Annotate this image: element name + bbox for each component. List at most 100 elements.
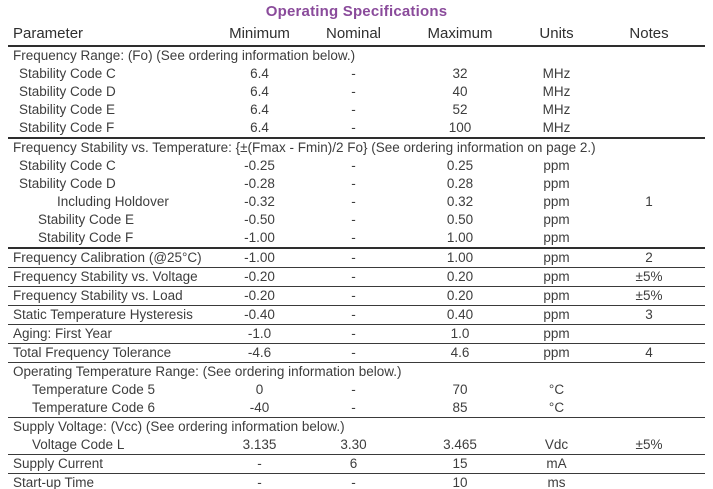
nom-cell: 6: [349, 456, 358, 471]
max-cell: 1.00: [446, 250, 474, 265]
spec-row: Stability Code D -0.28-0.28 ppm: [8, 175, 705, 193]
notes-cell: [593, 101, 705, 119]
spec-row: Including Holdover -0.32-0.32 ppm 1: [8, 193, 705, 211]
min-cell: -0.40: [244, 307, 275, 322]
header-row: Parameter Minimum Nominal Maximum Units …: [8, 22, 705, 46]
col-header-minimum: Minimum: [229, 25, 290, 42]
units-cell: ppm: [543, 307, 570, 322]
notes-cell: ±5%: [635, 437, 663, 452]
spec-row: Static Temperature Hysteresis -0.40-0.40 p…: [8, 306, 705, 325]
spec-row: Stability Code C 6.4 - 32 MHz: [8, 65, 705, 83]
nom-cell: -: [351, 269, 356, 284]
section-header-label: Frequency Stability vs. Temperature: {±(…: [13, 140, 596, 155]
col-header-nominal: Nominal: [325, 25, 382, 42]
notes-cell: 1: [645, 194, 653, 209]
nom-cell: -: [351, 230, 356, 245]
nom-cell: -: [351, 307, 356, 322]
param-cell: Stability Code E: [38, 212, 135, 227]
nom-cell: -: [351, 212, 356, 227]
param-cell: Stability Code F: [19, 120, 115, 135]
spec-row: Total Frequency Tolerance -4.6-4.6 ppm 4: [8, 344, 705, 363]
notes-cell: [593, 83, 705, 101]
param-cell: Temperature Code 5: [32, 382, 156, 397]
min-cell: -: [257, 475, 262, 489]
min-cell: -1.00: [244, 250, 275, 265]
spec-row: Stability Code C -0.25-0.25 ppm: [8, 157, 705, 175]
nom-cell: -: [351, 250, 356, 265]
param-cell: Total Frequency Tolerance: [13, 345, 172, 360]
max-cell: 15: [452, 456, 468, 471]
param-cell: Aging: First Year: [13, 326, 113, 341]
spec-row: Supply Current - 6 15 mA: [8, 455, 705, 474]
max-cell: 10: [452, 475, 468, 489]
spec-row: Stability Code F 6.4 - 100 MHz: [8, 119, 705, 138]
notes-cell: [593, 65, 705, 83]
spec-row: Temperature Code 6 -40 - 85 °C: [8, 399, 705, 418]
spec-table-body: Frequency Range: (Fo) (See ordering info…: [8, 46, 705, 489]
param-cell: Stability Code D: [19, 176, 116, 191]
units-cell: ms: [547, 475, 566, 489]
nom-cell: -: [351, 158, 356, 173]
max-cell: 0.40: [446, 307, 474, 322]
notes-cell: [593, 229, 705, 248]
units-cell: Vdc: [544, 437, 569, 452]
units-cell: ppm: [543, 326, 570, 341]
spec-row: Voltage Code L 3.135 3.30 3.465 Vdc ±5%: [8, 436, 705, 455]
spec-row: Start-up Time - - 10 ms: [8, 474, 705, 489]
nom-cell: -: [351, 176, 356, 191]
notes-cell: ±5%: [635, 269, 663, 284]
spec-row: Stability Code D 6.4 - 40 MHz: [8, 83, 705, 101]
param-cell: Voltage Code L: [32, 437, 125, 452]
section-header-label: Operating Temperature Range: (See orderi…: [13, 364, 402, 379]
max-cell: 0.25: [446, 158, 474, 173]
section-header-row: Operating Temperature Range: (See orderi…: [8, 363, 705, 382]
nom-cell: -: [351, 66, 356, 81]
notes-cell: [593, 175, 705, 193]
param-cell: Start-up Time: [13, 475, 95, 489]
max-cell: 40: [452, 84, 468, 99]
param-cell: Including Holdover: [57, 194, 169, 209]
max-cell: 52: [452, 102, 468, 117]
units-cell: ppm: [543, 212, 570, 227]
max-cell: 3.465: [443, 437, 477, 452]
units-cell: MHz: [542, 102, 571, 117]
section-header-label: Frequency Range: (Fo) (See ordering info…: [13, 48, 356, 63]
nom-cell: -: [351, 102, 356, 117]
min-cell: 6.4: [250, 84, 269, 99]
param-cell: Stability Code C: [19, 158, 116, 173]
min-cell: -: [257, 456, 262, 471]
notes-cell: 3: [645, 307, 653, 322]
max-cell: 4.6: [450, 345, 470, 360]
units-cell: ppm: [543, 288, 570, 303]
units-cell: ppm: [543, 194, 570, 209]
col-header-notes: Notes: [629, 25, 669, 42]
units-cell: mA: [546, 456, 567, 471]
min-cell: -40: [249, 400, 270, 415]
param-cell: Stability Code C: [19, 66, 116, 81]
units-cell: ppm: [543, 269, 570, 284]
nom-cell: -: [351, 400, 356, 415]
param-cell: Supply Current: [13, 456, 104, 471]
notes-cell: [593, 211, 705, 229]
max-cell: 0.20: [446, 269, 474, 284]
max-cell: 1.0: [450, 326, 470, 341]
max-cell: 0.20: [446, 288, 474, 303]
section-header-row: Frequency Range: (Fo) (See ordering info…: [8, 46, 705, 65]
max-cell: 70: [452, 382, 468, 397]
units-cell: ppm: [543, 176, 570, 191]
nom-cell: 3.30: [340, 437, 367, 452]
min-cell: -0.32: [244, 194, 275, 209]
max-cell: 0.50: [446, 212, 474, 227]
nom-cell: -: [351, 326, 356, 341]
spec-row: Temperature Code 5 0 - 70 °C: [8, 381, 705, 399]
units-cell: ppm: [543, 250, 570, 265]
nom-cell: -: [351, 288, 356, 303]
max-cell: 0.28: [446, 176, 474, 191]
param-cell: Stability Code D: [19, 84, 116, 99]
min-cell: 6.4: [250, 102, 269, 117]
param-cell: Static Temperature Hysteresis: [13, 307, 193, 322]
notes-cell: [593, 399, 705, 418]
param-cell: Stability Code F: [38, 230, 134, 245]
nom-cell: -: [351, 475, 356, 489]
